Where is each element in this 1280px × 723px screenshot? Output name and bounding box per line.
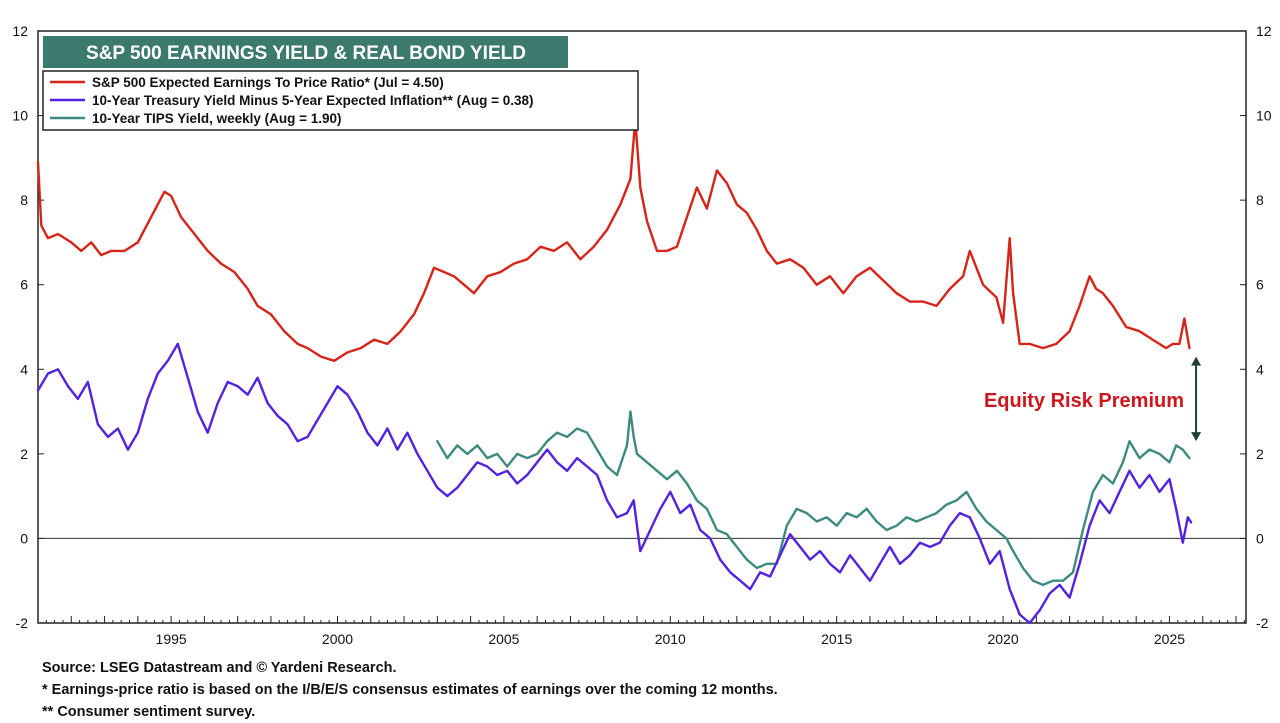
tips-yield-line xyxy=(436,410,1191,587)
annotation-label: Equity Risk Premium xyxy=(984,390,1184,412)
y-tick-label-right: 8 xyxy=(1256,192,1264,208)
footnote-sentiment: ** Consumer sentiment survey. xyxy=(42,704,256,720)
y-tick-label-left: 10 xyxy=(12,108,28,124)
y-tick-label-right: 4 xyxy=(1256,361,1264,377)
y-axis-right: -2 0 2 4 6 8 10 12 xyxy=(1240,23,1272,631)
y-tick-label-right: 10 xyxy=(1256,108,1272,124)
legend-entry-real-treasury: 10-Year Treasury Yield Minus 5-Year Expe… xyxy=(50,93,534,108)
legend-box xyxy=(42,70,639,131)
x-tick-label: 2020 xyxy=(987,631,1018,647)
series-lines xyxy=(36,118,1193,625)
legend-label-real-treasury: 10-Year Treasury Yield Minus 5-Year Expe… xyxy=(92,93,534,108)
legend-entry-earnings-yield: S&P 500 Expected Earnings To Price Ratio… xyxy=(50,75,444,90)
y-tick-label-left: 12 xyxy=(12,23,28,39)
x-tick-label: 2025 xyxy=(1154,631,1185,647)
y-tick-label-right: 2 xyxy=(1256,446,1264,462)
y-tick-label-left: 4 xyxy=(20,361,28,377)
legend-entry-tips-yield: 10-Year TIPS Yield, weekly (Aug = 1.90) xyxy=(50,111,342,126)
x-tick-label: 2010 xyxy=(655,631,686,647)
chart-title: S&P 500 EARNINGS YIELD & REAL BOND YIELD xyxy=(43,36,568,68)
x-axis: 1995 2000 2005 2010 2015 2020 2025 xyxy=(37,616,1245,647)
footnote-source: Source: LSEG Datastream and © Yardeni Re… xyxy=(42,660,397,676)
y-tick-label-left: 2 xyxy=(20,446,28,462)
equity-risk-premium-annotation: Equity Risk Premium xyxy=(984,356,1202,442)
arrow-head-down xyxy=(1191,432,1202,442)
arrow-head-up xyxy=(1191,356,1202,366)
chart: -2 0 2 4 6 8 10 12 -2 0 2 4 6 8 10 12 1995 2000 2005 2010… xyxy=(12,23,1272,647)
x-tick-label: 2005 xyxy=(488,631,519,647)
chart-title-text: S&P 500 EARNINGS YIELD & REAL BOND YIELD xyxy=(86,43,526,64)
x-tick-label: 1995 xyxy=(156,631,187,647)
y-tick-label-right: 6 xyxy=(1256,277,1264,293)
y-tick-label-right: 12 xyxy=(1256,23,1272,39)
x-tick-label: 2015 xyxy=(821,631,852,647)
y-tick-label-left: 8 xyxy=(20,192,28,208)
y-tick-label-right: 0 xyxy=(1256,530,1264,546)
earnings-yield-line xyxy=(36,118,1191,362)
x-tick-label: 2000 xyxy=(322,631,353,647)
real-treasury-yield-line xyxy=(36,342,1193,625)
footnote-earnings: * Earnings-price ratio is based on the I… xyxy=(42,682,778,698)
chart-title-box xyxy=(43,36,568,68)
double-arrow-icon xyxy=(1191,356,1202,442)
footnotes: Source: LSEG Datastream and © Yardeni Re… xyxy=(42,657,778,723)
y-tick-label-right: -2 xyxy=(1256,615,1269,631)
y-tick-label-left: 6 xyxy=(20,277,28,293)
legend-label-tips-yield: 10-Year TIPS Yield, weekly (Aug = 1.90) xyxy=(92,111,342,126)
y-tick-label-left: 0 xyxy=(20,530,28,546)
legend: S&P 500 Expected Earnings To Price Ratio… xyxy=(42,70,639,131)
y-tick-label-left: -2 xyxy=(16,615,29,631)
legend-label-earnings-yield: S&P 500 Expected Earnings To Price Ratio… xyxy=(92,75,444,90)
